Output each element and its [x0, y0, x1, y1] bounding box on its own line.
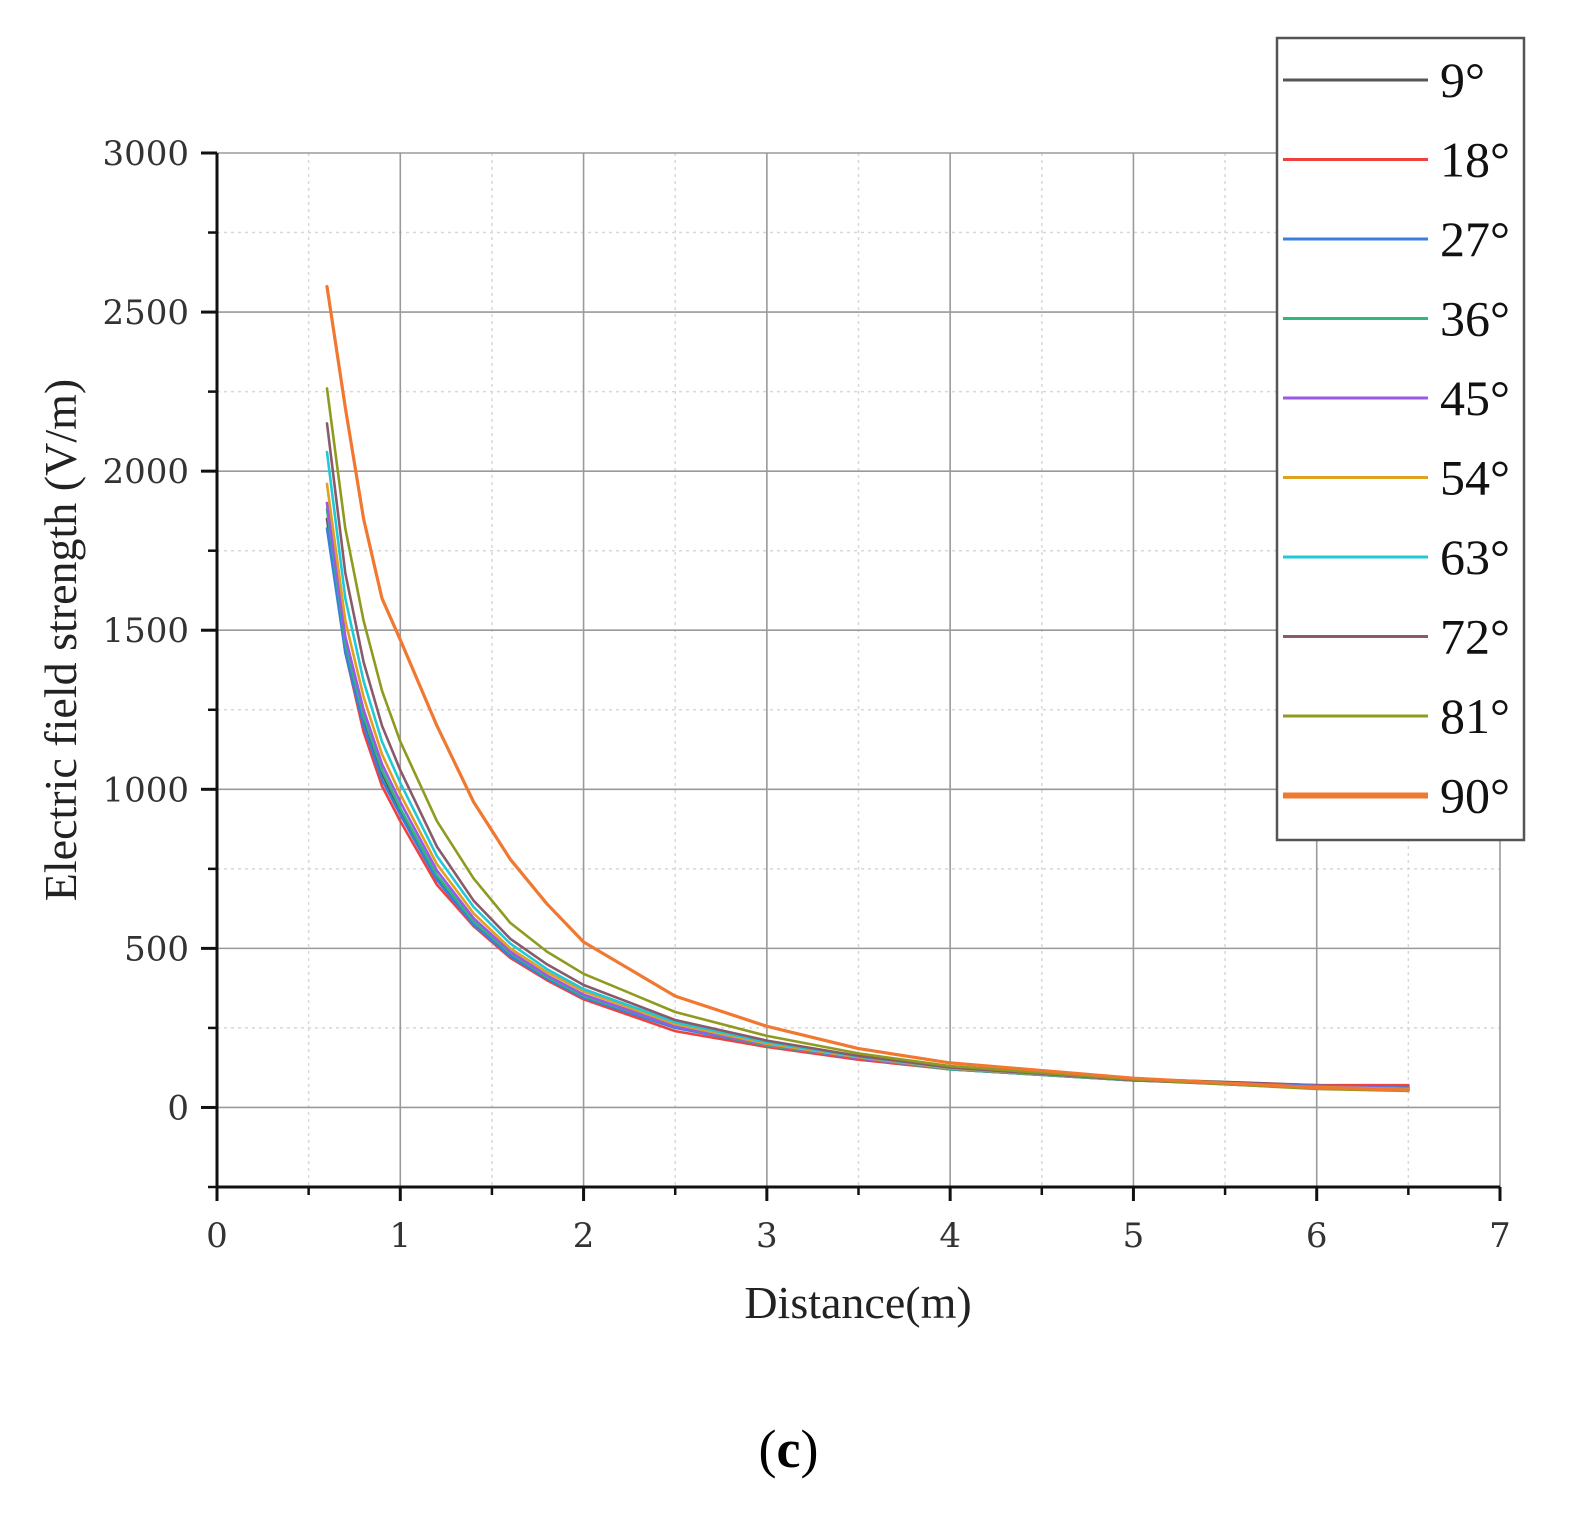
- y-axis-label: Electric field strength (V/m): [35, 379, 86, 901]
- legend: 9° 18° 27° 36° 45° 54° 63° 72° 81° 90°: [1275, 36, 1526, 842]
- y-tick-label: 3000: [102, 134, 189, 174]
- y-tick-label: 2000: [102, 452, 189, 492]
- series-line-10: [325, 285, 1410, 1092]
- x-tick-label: 6: [1306, 1216, 1328, 1256]
- x-tick-label: 1: [389, 1216, 411, 1256]
- y-tick-label: 0: [167, 1088, 189, 1128]
- panel-label-letter: c: [776, 1419, 801, 1479]
- legend-label: 45°: [1440, 370, 1510, 426]
- legend-label: 81°: [1440, 688, 1510, 744]
- x-tick-label: 4: [939, 1216, 961, 1256]
- legend-label: 90°: [1440, 768, 1510, 824]
- panel-label-open: (: [758, 1419, 777, 1479]
- axes: 0 1 2 3 4 5 6 7 0 500 1000 1500 2000 2500 3000: [102, 134, 1510, 1256]
- x-tick-label: 3: [756, 1216, 778, 1256]
- panel-label: (c): [0, 1418, 1577, 1480]
- x-tick-label: 0: [206, 1216, 228, 1256]
- x-tick-label: 2: [573, 1216, 595, 1256]
- legend-label: 54°: [1440, 450, 1510, 506]
- x-tick-label: 5: [1123, 1216, 1145, 1256]
- series-line-3: [325, 527, 1410, 1089]
- grid: [217, 152, 1501, 1188]
- legend-label: 63°: [1440, 529, 1510, 585]
- legend-label: 9°: [1440, 52, 1485, 108]
- legend-label: 72°: [1440, 609, 1510, 665]
- series-line-8: [325, 422, 1410, 1092]
- legend-label: 36°: [1440, 291, 1510, 347]
- series-lines: [325, 285, 1410, 1093]
- legend-label: 27°: [1440, 211, 1510, 267]
- x-tick-label: 7: [1489, 1216, 1511, 1256]
- legend-box: [1275, 36, 1526, 842]
- y-tick-label: 2500: [102, 293, 189, 333]
- series-line-5: [325, 501, 1410, 1090]
- legend-label: 18°: [1440, 132, 1510, 188]
- panel-label-close: ): [800, 1419, 819, 1479]
- series-line-1: [325, 517, 1410, 1089]
- y-tick-label: 1000: [102, 770, 189, 810]
- series-line-6: [325, 482, 1410, 1091]
- y-tick-label: 500: [124, 929, 189, 969]
- series-line-4: [325, 508, 1410, 1090]
- series-line-7: [325, 450, 1410, 1091]
- series-line-9: [325, 387, 1410, 1093]
- series-line-2: [325, 501, 1410, 1087]
- x-axis-label: Distance(m): [744, 1277, 971, 1328]
- y-tick-label: 1500: [102, 611, 189, 651]
